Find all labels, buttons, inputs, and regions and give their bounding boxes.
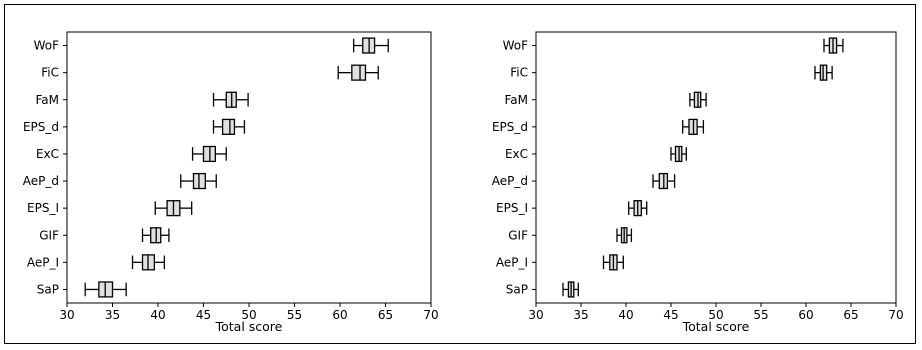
x-tick-label: 50 — [708, 308, 723, 322]
y-tick-label: FiC — [41, 66, 59, 80]
y-tick-label: AeP_I — [27, 255, 59, 269]
x-axis-label: Total score — [215, 319, 283, 334]
y-tick-label: EPS_d — [23, 120, 59, 134]
y-tick-label: FiC — [510, 66, 528, 80]
y-tick-label: AeP_d — [492, 174, 528, 188]
x-tick-label: 30 — [59, 308, 74, 322]
plot-area-2 — [535, 31, 897, 304]
x-tick-label: 55 — [753, 308, 768, 322]
y-tick-label: FaM — [504, 93, 528, 107]
x-tick-label: 40 — [150, 308, 165, 322]
x-tick-label: 30 — [528, 308, 543, 322]
y-tick-label: GIF — [39, 228, 59, 242]
x-tick-label: 70 — [888, 308, 903, 322]
x-tick-label: 35 — [573, 308, 588, 322]
box-FiC — [351, 64, 367, 81]
y-tick-label: SaP — [506, 282, 528, 296]
x-axis-label: Total score — [682, 319, 750, 334]
x-tick-label: 45 — [196, 308, 211, 322]
y-tick-label: EPS_d — [492, 120, 528, 134]
y-tick-label: EPS_I — [27, 201, 59, 215]
x-tick-label: 40 — [618, 308, 633, 322]
x-tick-label: 70 — [423, 308, 438, 322]
y-tick-label: EPS_I — [496, 201, 528, 215]
figure-frame — [4, 4, 916, 344]
box-EPS_d — [221, 118, 236, 135]
x-tick-label: 65 — [378, 308, 393, 322]
y-tick-label: WoF — [503, 39, 529, 53]
y-tick-label: FaM — [35, 93, 59, 107]
x-tick-label: 60 — [332, 308, 347, 322]
x-tick-label: 60 — [798, 308, 813, 322]
y-tick-label: WoF — [34, 39, 60, 53]
y-tick-label: ExC — [505, 147, 528, 161]
x-tick-label: 65 — [843, 308, 858, 322]
x-tick-label: 55 — [287, 308, 302, 322]
y-tick-label: AeP_d — [23, 174, 59, 188]
x-tick-label: 50 — [241, 308, 256, 322]
y-tick-label: GIF — [508, 228, 528, 242]
x-tick-label: 45 — [663, 308, 678, 322]
y-tick-label: ExC — [36, 147, 59, 161]
y-tick-label: SaP — [37, 282, 59, 296]
x-tick-label: 35 — [105, 308, 120, 322]
y-tick-label: AeP_I — [496, 255, 528, 269]
